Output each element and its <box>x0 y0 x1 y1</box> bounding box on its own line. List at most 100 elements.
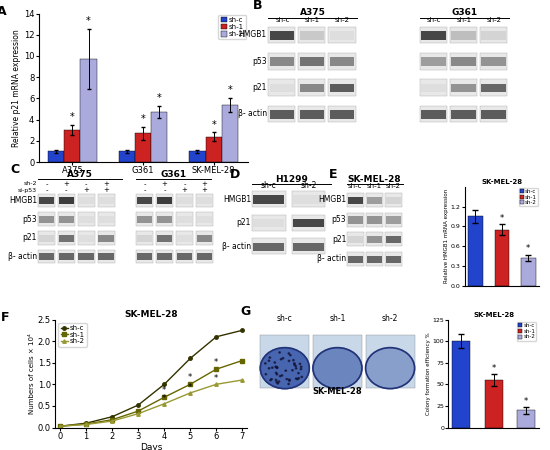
FancyBboxPatch shape <box>59 253 74 260</box>
Circle shape <box>279 352 280 353</box>
Text: sh-c: sh-c <box>348 183 362 189</box>
Text: -: - <box>85 181 87 187</box>
FancyBboxPatch shape <box>330 57 354 66</box>
FancyBboxPatch shape <box>385 232 402 246</box>
FancyBboxPatch shape <box>39 197 54 204</box>
Text: *: * <box>214 374 218 383</box>
Circle shape <box>295 365 296 367</box>
sh-c <box>187 356 194 361</box>
Text: p53: p53 <box>23 215 37 224</box>
Bar <box>468 216 483 286</box>
Circle shape <box>300 369 301 370</box>
Circle shape <box>293 360 294 361</box>
FancyBboxPatch shape <box>452 57 476 66</box>
FancyBboxPatch shape <box>292 238 325 254</box>
FancyBboxPatch shape <box>270 110 294 119</box>
FancyBboxPatch shape <box>38 212 55 226</box>
FancyBboxPatch shape <box>58 250 75 263</box>
Line: sh-c: sh-c <box>58 328 244 428</box>
Text: -: - <box>144 188 146 194</box>
FancyBboxPatch shape <box>97 250 114 263</box>
sh-2 <box>187 390 194 396</box>
FancyBboxPatch shape <box>420 53 447 70</box>
Text: F: F <box>1 311 9 324</box>
Circle shape <box>276 372 277 374</box>
Circle shape <box>276 382 277 383</box>
Text: p53: p53 <box>332 215 346 224</box>
FancyBboxPatch shape <box>366 193 383 207</box>
Text: SK-MEL-28: SK-MEL-28 <box>312 387 362 396</box>
Text: p53: p53 <box>252 57 267 66</box>
FancyBboxPatch shape <box>260 335 309 388</box>
Text: *: * <box>228 85 232 94</box>
Circle shape <box>294 363 295 364</box>
Text: sh-c: sh-c <box>261 181 277 190</box>
FancyBboxPatch shape <box>268 53 295 70</box>
Y-axis label: Numbers of cells × 10⁴: Numbers of cells × 10⁴ <box>29 333 35 414</box>
FancyBboxPatch shape <box>328 80 355 96</box>
sh-c <box>161 382 168 387</box>
FancyBboxPatch shape <box>367 236 382 243</box>
Text: D: D <box>230 168 240 181</box>
sh-c <box>57 423 63 429</box>
Text: β- actin: β- actin <box>222 242 251 251</box>
Text: *: * <box>211 120 216 130</box>
FancyBboxPatch shape <box>481 57 505 66</box>
FancyBboxPatch shape <box>252 215 285 230</box>
Circle shape <box>276 367 278 368</box>
FancyBboxPatch shape <box>137 197 152 204</box>
FancyBboxPatch shape <box>293 243 324 251</box>
Text: *: * <box>86 16 91 26</box>
FancyBboxPatch shape <box>300 31 324 40</box>
FancyBboxPatch shape <box>386 236 401 243</box>
Bar <box>64 130 80 162</box>
FancyBboxPatch shape <box>98 234 114 242</box>
Circle shape <box>268 368 270 369</box>
FancyBboxPatch shape <box>300 110 324 119</box>
Text: A375: A375 <box>300 8 326 17</box>
FancyBboxPatch shape <box>480 106 507 122</box>
Legend: sh-c, sh-1, sh-2: sh-c, sh-1, sh-2 <box>58 323 87 346</box>
Text: +: + <box>201 188 207 194</box>
Circle shape <box>278 381 279 382</box>
Text: -: - <box>45 188 48 194</box>
FancyBboxPatch shape <box>78 212 95 226</box>
Circle shape <box>276 367 277 368</box>
Circle shape <box>286 378 288 380</box>
FancyBboxPatch shape <box>254 219 284 227</box>
FancyBboxPatch shape <box>196 197 212 204</box>
FancyBboxPatch shape <box>196 234 212 242</box>
Text: sh-1: sh-1 <box>329 314 345 323</box>
Text: -: - <box>144 181 146 187</box>
FancyBboxPatch shape <box>367 197 382 204</box>
Text: sh-2: sh-2 <box>487 17 502 23</box>
Circle shape <box>299 363 301 365</box>
FancyBboxPatch shape <box>38 194 55 207</box>
Circle shape <box>271 378 272 380</box>
Circle shape <box>276 379 277 381</box>
Circle shape <box>282 358 284 359</box>
Circle shape <box>298 373 299 374</box>
FancyBboxPatch shape <box>330 31 354 40</box>
FancyBboxPatch shape <box>366 232 383 246</box>
Circle shape <box>277 383 278 384</box>
sh-1 <box>161 395 168 400</box>
Text: H1299: H1299 <box>275 175 308 184</box>
Circle shape <box>366 348 415 389</box>
FancyBboxPatch shape <box>366 335 415 388</box>
FancyBboxPatch shape <box>79 234 94 242</box>
Text: sh-1: sh-1 <box>456 17 472 23</box>
FancyBboxPatch shape <box>348 236 363 243</box>
Title: SK-MEL-28: SK-MEL-28 <box>473 312 514 318</box>
Text: sh-2: sh-2 <box>335 17 350 23</box>
Title: SK-MEL-28: SK-MEL-28 <box>124 310 178 319</box>
FancyBboxPatch shape <box>177 197 192 204</box>
sh-1 <box>57 423 63 429</box>
Text: *: * <box>492 364 496 373</box>
Text: +: + <box>103 181 109 187</box>
Circle shape <box>313 348 362 389</box>
FancyBboxPatch shape <box>292 215 325 230</box>
FancyBboxPatch shape <box>97 212 114 226</box>
Bar <box>151 112 167 162</box>
Circle shape <box>300 366 302 367</box>
